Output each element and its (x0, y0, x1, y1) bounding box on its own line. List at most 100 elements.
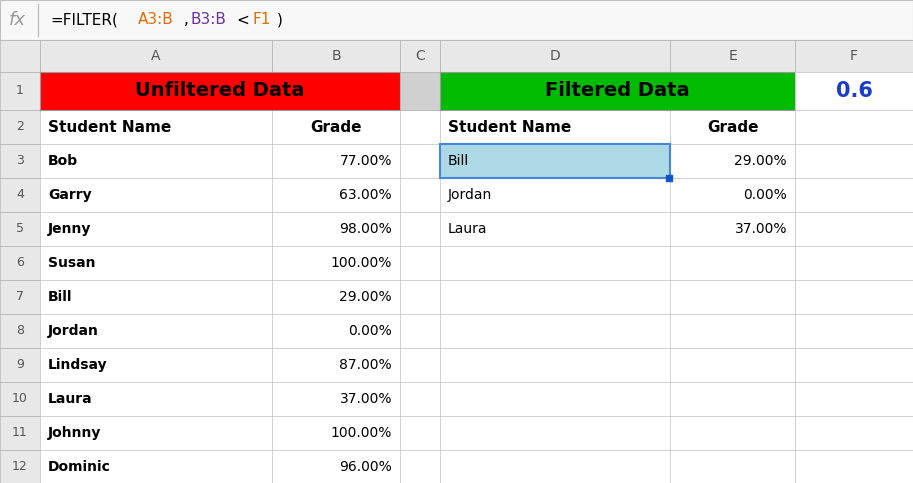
Text: 37.00%: 37.00% (340, 392, 392, 406)
Bar (440, 348, 670, 382)
Bar (0, 450, 40, 483)
Bar (0, 40, 40, 72)
Bar (400, 72, 440, 110)
Bar (40, 40, 272, 72)
Bar (795, 72, 913, 110)
Bar (40, 314, 272, 348)
Text: Grade: Grade (310, 119, 362, 134)
Bar (440, 110, 670, 144)
Text: 98.00%: 98.00% (340, 222, 392, 236)
Bar (0, 246, 40, 280)
Text: 10: 10 (12, 393, 28, 406)
Text: C: C (415, 49, 425, 63)
Text: B: B (331, 49, 341, 63)
Text: F: F (850, 49, 858, 63)
Bar (400, 314, 440, 348)
Bar (40, 416, 272, 450)
Bar (400, 40, 440, 72)
Text: Student Name: Student Name (48, 119, 172, 134)
Bar (400, 178, 440, 212)
Bar (670, 178, 795, 212)
Bar (272, 72, 400, 110)
Bar (795, 280, 913, 314)
Bar (40, 382, 272, 416)
Text: 5: 5 (16, 223, 24, 236)
Bar (0, 348, 40, 382)
Text: Johnny: Johnny (48, 426, 101, 440)
Text: 37.00%: 37.00% (734, 222, 787, 236)
Bar (40, 280, 272, 314)
Text: =FILTER(: =FILTER( (50, 13, 118, 28)
Text: 11: 11 (12, 426, 28, 440)
Text: Laura: Laura (448, 222, 488, 236)
Bar (0, 72, 40, 110)
Text: 8: 8 (16, 325, 24, 338)
Bar (272, 40, 400, 72)
Bar (670, 40, 795, 72)
Text: 12: 12 (12, 460, 28, 473)
Text: 9: 9 (16, 358, 24, 371)
Bar (440, 212, 670, 246)
Bar (272, 178, 400, 212)
Text: Unfiltered Data: Unfiltered Data (135, 82, 305, 100)
Bar (272, 450, 400, 483)
Bar (440, 314, 670, 348)
Text: A3:B: A3:B (138, 13, 173, 28)
Text: ): ) (277, 13, 282, 28)
Text: B3:B: B3:B (190, 13, 226, 28)
Bar (0, 314, 40, 348)
Bar (0, 382, 40, 416)
Text: Dominic: Dominic (48, 460, 110, 474)
Bar (400, 280, 440, 314)
Bar (795, 144, 913, 178)
Bar (400, 416, 440, 450)
Bar (670, 246, 795, 280)
Bar (440, 40, 670, 72)
Text: Bill: Bill (48, 290, 72, 304)
Bar (272, 246, 400, 280)
Bar (0, 110, 40, 144)
Bar (670, 212, 795, 246)
Bar (0, 212, 40, 246)
Bar (40, 72, 400, 110)
Bar (795, 110, 913, 144)
Bar (40, 348, 272, 382)
Text: Bob: Bob (48, 154, 79, 168)
Text: Jordan: Jordan (448, 188, 492, 202)
Bar (670, 280, 795, 314)
Bar (795, 40, 913, 72)
Bar (440, 144, 670, 178)
Bar (400, 72, 440, 110)
Bar (0, 416, 40, 450)
Bar (40, 72, 272, 110)
Bar (400, 450, 440, 483)
Text: 87.00%: 87.00% (340, 358, 392, 372)
Bar (670, 110, 795, 144)
Bar (400, 212, 440, 246)
Text: Filtered Data: Filtered Data (545, 82, 690, 100)
Bar (0, 0, 913, 40)
Bar (272, 144, 400, 178)
Text: ,: , (184, 13, 189, 28)
Text: Grade: Grade (707, 119, 759, 134)
Text: 0.6: 0.6 (835, 81, 873, 101)
Text: 1: 1 (16, 85, 24, 98)
Text: Lindsay: Lindsay (48, 358, 108, 372)
Text: Student Name: Student Name (448, 119, 572, 134)
Bar (670, 314, 795, 348)
Text: <: < (236, 13, 249, 28)
Bar (670, 416, 795, 450)
Text: 4: 4 (16, 188, 24, 201)
Bar (795, 382, 913, 416)
Bar (400, 348, 440, 382)
Text: fx: fx (8, 11, 26, 29)
Bar (670, 382, 795, 416)
Bar (440, 280, 670, 314)
Bar (400, 246, 440, 280)
Bar (272, 416, 400, 450)
Text: Bill: Bill (448, 154, 469, 168)
Text: Garry: Garry (48, 188, 91, 202)
Text: 0.00%: 0.00% (348, 324, 392, 338)
Bar (272, 110, 400, 144)
Bar (272, 280, 400, 314)
